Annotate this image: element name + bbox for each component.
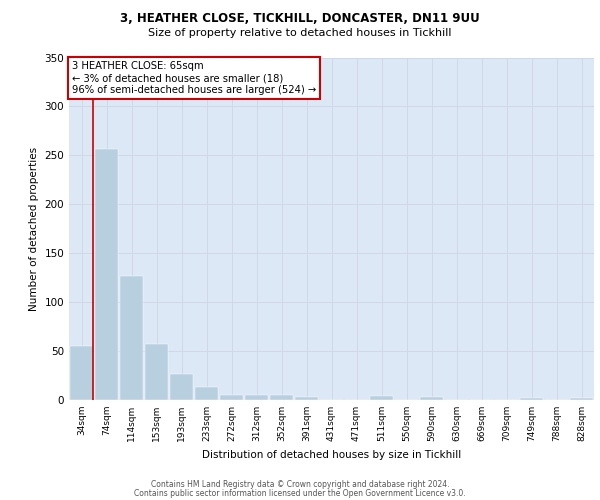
X-axis label: Distribution of detached houses by size in Tickhill: Distribution of detached houses by size … — [202, 450, 461, 460]
Bar — [95, 148, 118, 400]
Bar — [220, 395, 243, 400]
Bar — [195, 388, 218, 400]
Text: Contains public sector information licensed under the Open Government Licence v3: Contains public sector information licen… — [134, 489, 466, 498]
Bar — [120, 276, 143, 400]
Bar — [295, 397, 318, 400]
Bar — [70, 346, 93, 400]
Text: 3 HEATHER CLOSE: 65sqm
← 3% of detached houses are smaller (18)
96% of semi-deta: 3 HEATHER CLOSE: 65sqm ← 3% of detached … — [71, 62, 316, 94]
Bar — [170, 374, 193, 400]
Bar — [420, 397, 443, 400]
Bar — [145, 344, 168, 400]
Y-axis label: Number of detached properties: Number of detached properties — [29, 146, 39, 311]
Bar — [245, 395, 268, 400]
Text: 3, HEATHER CLOSE, TICKHILL, DONCASTER, DN11 9UU: 3, HEATHER CLOSE, TICKHILL, DONCASTER, D… — [120, 12, 480, 26]
Bar — [370, 396, 393, 400]
Text: Size of property relative to detached houses in Tickhill: Size of property relative to detached ho… — [148, 28, 452, 38]
Bar — [570, 398, 593, 400]
Text: Contains HM Land Registry data © Crown copyright and database right 2024.: Contains HM Land Registry data © Crown c… — [151, 480, 449, 489]
Bar — [520, 398, 543, 400]
Bar — [270, 395, 293, 400]
